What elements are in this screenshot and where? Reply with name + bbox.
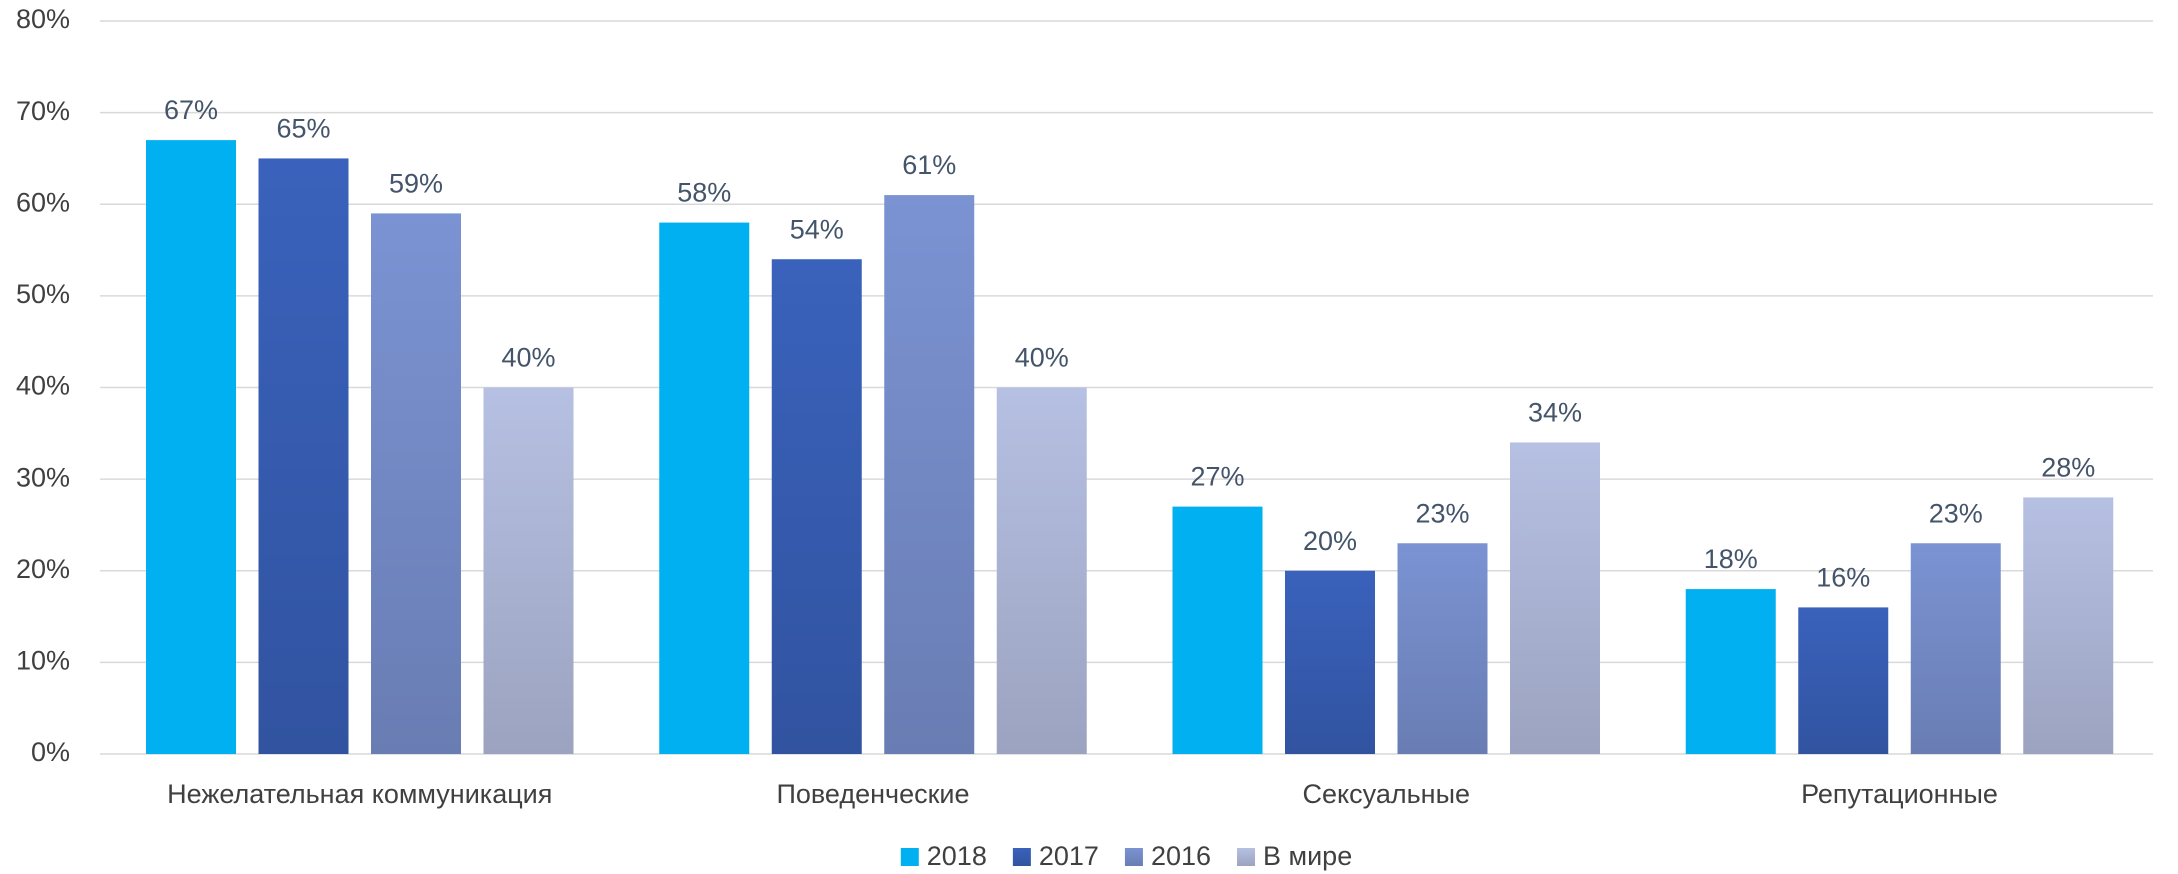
legend-label: 2016 xyxy=(1151,841,1211,871)
value-label: 28% xyxy=(2041,453,2095,483)
bar xyxy=(996,387,1087,754)
bar xyxy=(1798,607,1889,754)
legend-label: В мире xyxy=(1263,841,1352,871)
value-label: 23% xyxy=(1415,498,1469,528)
y-tick-label: 20% xyxy=(16,554,70,584)
value-label: 16% xyxy=(1816,563,1870,593)
y-tick-label: 0% xyxy=(31,737,70,767)
bar xyxy=(1685,589,1776,754)
legend-swatch xyxy=(1124,848,1143,866)
legend-label: 2017 xyxy=(1039,841,1099,871)
legend-swatch xyxy=(1237,848,1256,866)
x-tick-label: Поведенческие xyxy=(776,779,969,809)
y-tick-label: 30% xyxy=(16,462,70,492)
y-tick-label: 60% xyxy=(16,187,70,217)
legend-swatch xyxy=(1012,848,1031,866)
bar xyxy=(1172,506,1263,754)
value-label: 23% xyxy=(1929,498,1983,528)
x-tick-label: Сексуальные xyxy=(1303,779,1471,809)
x-tick-label: Нежелательная коммуникация xyxy=(167,779,552,809)
bar xyxy=(483,387,574,754)
bar xyxy=(146,140,236,755)
y-tick-label: 10% xyxy=(16,646,70,676)
value-label: 40% xyxy=(501,343,555,373)
value-label: 65% xyxy=(276,114,330,144)
y-tick-label: 80% xyxy=(16,4,70,34)
y-tick-label: 70% xyxy=(16,96,70,126)
value-label: 54% xyxy=(790,214,844,244)
value-label: 61% xyxy=(902,150,956,180)
bar xyxy=(659,222,750,754)
bar xyxy=(884,195,975,754)
bar xyxy=(371,213,461,755)
y-tick-label: 50% xyxy=(16,279,70,309)
bar xyxy=(1285,570,1375,754)
legend-item: 2016 xyxy=(1124,841,1211,871)
x-tick-label: Репутационные xyxy=(1801,779,1998,809)
bar xyxy=(2023,497,2114,754)
value-label: 59% xyxy=(389,169,443,199)
legend-item: 2018 xyxy=(900,841,987,871)
legend-label: 2018 xyxy=(927,841,987,871)
y-tick-label: 40% xyxy=(16,371,70,401)
value-label: 20% xyxy=(1303,526,1357,556)
bar xyxy=(258,158,349,754)
value-label: 58% xyxy=(677,178,731,208)
legend-item: В мире xyxy=(1237,841,1352,871)
bar xyxy=(1510,442,1600,754)
bar xyxy=(1910,543,2001,754)
legend-item: 2017 xyxy=(1012,841,1099,871)
value-label: 67% xyxy=(164,95,218,125)
legend-swatch xyxy=(900,848,919,866)
value-label: 27% xyxy=(1190,462,1244,492)
value-label: 40% xyxy=(1015,343,1069,373)
value-label: 34% xyxy=(1528,398,1582,428)
bar xyxy=(1397,543,1488,754)
bar xyxy=(771,259,862,754)
value-label: 18% xyxy=(1704,544,1758,574)
